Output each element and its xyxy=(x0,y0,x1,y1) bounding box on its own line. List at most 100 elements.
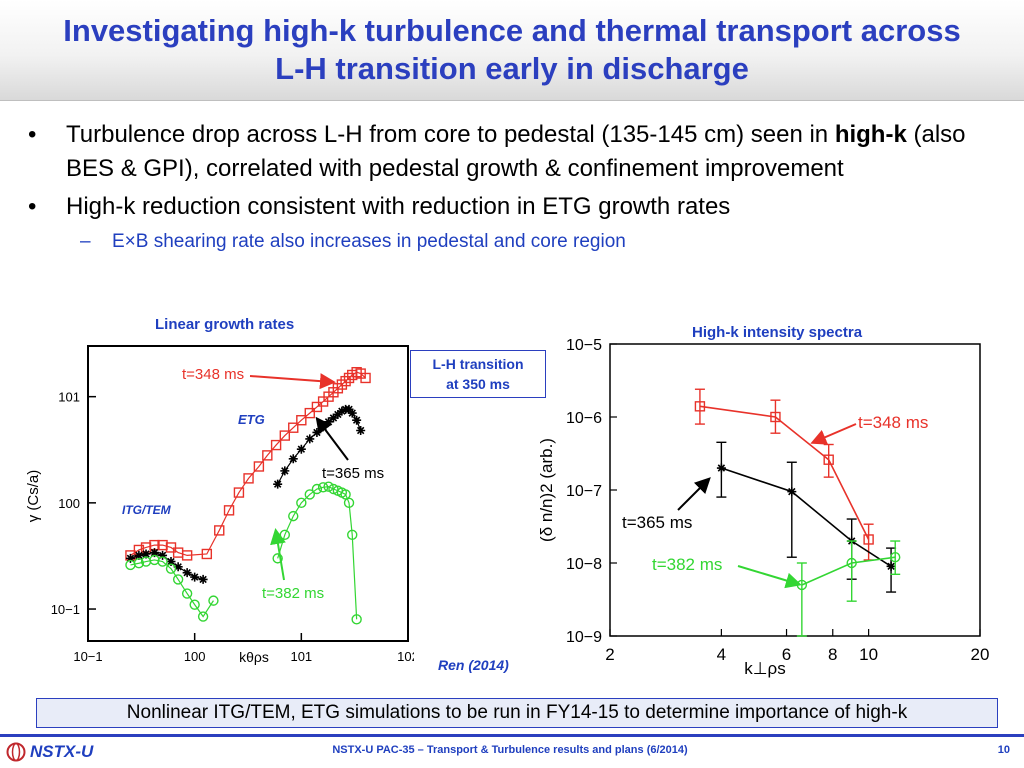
chart1-point xyxy=(337,406,347,416)
chart2-xtick-label: 2 xyxy=(605,645,614,664)
chart1-point xyxy=(201,548,213,560)
chart1-point xyxy=(190,572,200,582)
chart2-ytick-label: 10−7 xyxy=(566,483,602,500)
chart1-ytick-label: 101 xyxy=(58,390,80,405)
chart1-point xyxy=(343,497,355,509)
chart1-point xyxy=(125,553,135,563)
bullet-1: • Turbulence drop across L-H from core t… xyxy=(28,118,1008,186)
linear-growth-chart: 10−1 100 101 102 10−1 100 101 γ (Cs/a) kθρs t=… xyxy=(25,345,414,665)
chart1-point xyxy=(133,558,145,569)
chart1-point xyxy=(360,372,371,384)
chart1-point xyxy=(288,454,298,464)
chart1-ytick-label: 10−1 xyxy=(51,602,80,617)
bullet-1-text-post: (also BES & GPI), correlated with pedest… xyxy=(66,121,966,182)
bullet-1-text-bold: high-k xyxy=(834,121,907,148)
chart2-point xyxy=(890,552,901,563)
chart1-point xyxy=(165,563,177,574)
chart2-annot-t348: t=348 ms xyxy=(858,413,928,432)
chart1-point xyxy=(311,401,323,413)
chart1-xtick-label: 101 xyxy=(290,649,312,664)
sub-bullet: – E×B shearing rate also increases in pe… xyxy=(28,228,1008,256)
chart1-point xyxy=(347,529,358,541)
page-number: 10 xyxy=(997,744,1010,756)
chart1-annot-t365: t=365 ms xyxy=(322,465,384,482)
chart2-xtick-label: 4 xyxy=(717,645,726,664)
chart2-point xyxy=(823,454,834,465)
chart1-point xyxy=(305,434,315,444)
chart1-point xyxy=(328,413,338,423)
chart2-xtick-label: 20 xyxy=(971,645,990,664)
chart1-point xyxy=(253,461,265,472)
chart1-arrow-t382 xyxy=(270,528,286,581)
chart1-ylabel: γ (Cs/a) xyxy=(25,470,42,523)
chart2-annot-t365: t=365 ms xyxy=(622,513,692,532)
chart1-xlabel: kθρs xyxy=(239,649,269,665)
callout-line-2: at 350 ms xyxy=(446,376,510,392)
chart2-xtick-label: 10 xyxy=(859,645,878,664)
chart1-point xyxy=(288,422,299,433)
chart1-annot-t348: t=348 ms xyxy=(182,366,244,383)
chart2-series-line xyxy=(699,405,870,540)
chart1-point xyxy=(296,415,307,426)
chart1-annot-etg: ETG xyxy=(238,412,265,427)
chart1-point xyxy=(157,556,168,567)
chart1-arrow-t348 xyxy=(249,373,336,390)
chart1-point xyxy=(296,444,306,454)
chart2-arrow-t382 xyxy=(737,565,802,589)
chart1-point xyxy=(214,525,225,536)
summary-box: Nonlinear ITG/TEM, ETG simulations to be… xyxy=(36,698,998,728)
bullet-marker-1: • xyxy=(28,121,37,148)
chart1-point xyxy=(166,557,176,567)
chart1-point xyxy=(189,599,200,610)
chart1-point xyxy=(356,426,366,436)
chart2-point xyxy=(716,463,726,473)
chart1-point xyxy=(311,483,323,495)
bullet-marker-2: • xyxy=(28,193,37,220)
chart2-point xyxy=(694,401,706,412)
chart1-point xyxy=(304,489,315,500)
chart1-point xyxy=(296,497,307,509)
chart2-point xyxy=(846,557,857,569)
chart2-xtick-label: 6 xyxy=(782,645,791,664)
chart2-xlabel: k⊥ρs xyxy=(744,659,785,678)
chart1-point xyxy=(223,505,235,516)
chart1-point xyxy=(336,379,348,390)
chart2-point xyxy=(886,561,896,571)
nstx-logo-icon xyxy=(6,742,26,762)
chart1-point xyxy=(208,595,219,606)
chart1-point xyxy=(149,548,159,558)
chart1-xtick-label: 10−1 xyxy=(73,649,102,664)
chart2-xtick-label: 8 xyxy=(828,645,837,664)
chart1-xtick-label: 100 xyxy=(184,649,206,664)
chart1-point xyxy=(343,372,355,384)
high-k-spectra-chart: 2 4 6 8 10 20 10−9 10−8 10−7 10−6 10−5 (δ n/n)2 (a… xyxy=(537,337,990,678)
chart1-point xyxy=(141,549,151,559)
chart1-point xyxy=(243,473,254,484)
sub-bullet-marker: – xyxy=(80,231,91,252)
chart2-point xyxy=(770,411,781,423)
chart1-point xyxy=(279,430,291,441)
chart2-title: High-k intensity spectra xyxy=(692,324,863,341)
chart1-point xyxy=(233,487,245,498)
chart1-point xyxy=(323,481,334,492)
nstx-logo: NSTX-U xyxy=(6,741,93,763)
chart2-ylabel: (δ n/n)2 (arb.) xyxy=(537,438,556,542)
chart1-point xyxy=(173,562,183,572)
chart1-point xyxy=(197,611,209,622)
chart1-point xyxy=(181,550,193,561)
chart2-frame xyxy=(609,343,981,637)
slide-title: Investigating high-k turbulence and ther… xyxy=(0,12,1024,88)
chart1-point xyxy=(347,408,357,418)
chart1-ytick-label: 100 xyxy=(58,496,80,511)
chart1-point xyxy=(262,450,273,461)
chart2-ytick-label: 10−8 xyxy=(566,556,602,573)
chart1-point xyxy=(328,483,339,495)
chart1-xtick-label: 102 xyxy=(397,649,414,664)
chart1-point xyxy=(344,404,354,414)
chart1-point xyxy=(134,550,144,560)
footer-text: NSTX-U PAC-35 – Transport & Turbulence r… xyxy=(332,744,688,756)
chart1-point xyxy=(273,479,283,489)
chart2-arrow-t365 xyxy=(677,477,711,511)
chart1-annot-itg: ITG/TEM xyxy=(122,503,172,517)
chart2-ytick-label: 10−5 xyxy=(566,337,602,354)
